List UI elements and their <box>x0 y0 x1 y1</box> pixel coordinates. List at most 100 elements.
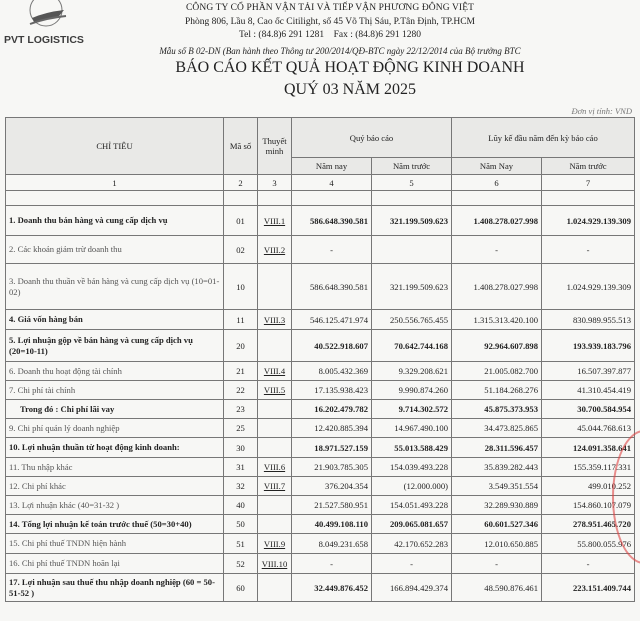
column-number: 5 <box>371 174 452 191</box>
row-label: 4. Giá vốn hàng bán <box>5 309 224 330</box>
row-value: 21.527.580.951 <box>291 495 372 515</box>
row-code: 30 <box>223 437 258 458</box>
table-row: Trong đó : Chi phí lãi vay 23 16.202.479.7… <box>5 399 636 419</box>
row-label: 6. Doanh thu hoạt động tài chính <box>5 361 224 381</box>
row-label: 5. Lợi nhuận gộp về bán hàng và cung cấp… <box>5 329 224 362</box>
row-note: VIII.3 <box>257 309 292 330</box>
row-value: 209.065.081.657 <box>371 514 452 534</box>
row-label: 1. Doanh thu bán hàng và cung cấp dịch v… <box>5 205 224 236</box>
column-number: 3 <box>257 174 292 191</box>
row-value: 41.310.454.419 <box>540 380 636 400</box>
row-value: 28.311.596.457 <box>451 437 542 458</box>
row-code: 50 <box>223 514 258 534</box>
row-code: 20 <box>223 329 258 362</box>
row-note <box>257 418 292 438</box>
row-code: 01 <box>223 205 258 236</box>
row-note <box>257 514 292 534</box>
row-value: 30.700.584.954 <box>540 399 636 419</box>
row-value: 40.522.918.607 <box>291 329 372 362</box>
income-statement-table: CHỈ TIÊU Mã số Thuyết minh Quý báo cáo L… <box>5 117 636 602</box>
row-note <box>257 329 292 362</box>
table-row: 7. Chi phí tài chính 22 VIII.5 17.135.938.4… <box>5 380 636 400</box>
row-code: 23 <box>223 399 258 419</box>
row-code: 02 <box>223 235 258 264</box>
row-value: 9.990.874.260 <box>371 380 452 400</box>
row-value: 14.967.490.100 <box>371 418 452 438</box>
row-value: 9.329.208.621 <box>371 361 452 381</box>
row-value: 21.903.785.305 <box>291 457 372 477</box>
row-note <box>257 399 292 419</box>
row-value: - <box>291 553 372 574</box>
row-value: 42.170.652.283 <box>371 533 452 554</box>
header-quarter: Quý báo cáo <box>291 117 452 158</box>
row-value: 376.204.354 <box>291 476 372 496</box>
header-note: Thuyết minh <box>257 117 292 175</box>
table-row: 9. Chi phí quản lý doanh nghiệp 25 12.420.… <box>5 418 636 438</box>
row-value: - <box>371 553 452 574</box>
row-label: 13. Lợi nhuận khác (40=31-32 ) <box>5 495 224 515</box>
row-value: 45.875.373.953 <box>451 399 542 419</box>
currency-unit: Đơn vị tính: VND <box>571 106 633 116</box>
row-value: 60.601.527.346 <box>451 514 542 534</box>
row-value: 546.125.471.974 <box>291 309 372 330</box>
row-note: VIII.9 <box>257 533 292 554</box>
row-note: VIII.7 <box>257 476 292 496</box>
row-value: 321.199.509.623 <box>371 205 452 236</box>
row-code: 25 <box>223 418 258 438</box>
table-row: 10. Lợi nhuận thuần từ hoạt động kinh do… <box>5 437 636 458</box>
row-label: 2. Các khoản giảm trừ doanh thu <box>5 235 224 264</box>
table-row: 13. Lợi nhuận khác (40=31-32 ) 40 21.527.5… <box>5 495 636 515</box>
row-value: 32.289.930.889 <box>451 495 542 515</box>
row-value: 586.648.390.581 <box>291 263 372 310</box>
row-value: - <box>451 553 542 574</box>
row-label: 10. Lợi nhuận thuần từ hoạt động kinh do… <box>5 437 224 458</box>
row-value: 92.964.607.898 <box>451 329 542 362</box>
row-value: 154.039.493.228 <box>371 457 452 477</box>
row-value: 16.202.479.782 <box>291 399 372 419</box>
company-logo-globe-icon <box>29 0 67 27</box>
company-name: CÔNG TY CỔ PHẦN VẬN TẢI VÀ TIẾP VẬN PHƯƠ… <box>186 3 474 13</box>
table-row: 11. Thu nhập khác 31 VIII.6 21.903.785.305 1… <box>5 457 636 477</box>
column-number: 1 <box>5 174 224 191</box>
row-code: 21 <box>223 361 258 381</box>
row-value: 8.005.432.369 <box>291 361 372 381</box>
row-note: VIII.4 <box>257 361 292 381</box>
row-value: 1.024.929.139.309 <box>540 205 636 236</box>
row-value: 70.642.744.168 <box>371 329 452 362</box>
table-row: 12. Chi phí khác 32 VIII.7 376.204.354 (12.0… <box>5 476 636 496</box>
row-code: 52 <box>223 553 258 574</box>
logo-text: PVT LOGISTICS <box>4 34 84 46</box>
row-value: 45.044.768.613 <box>540 418 636 438</box>
table-row: 15. Chi phí thuế TNDN hiện hành 51 VIII.9 8… <box>5 533 636 554</box>
table-row: 2. Các khoản giảm trừ doanh thu 02 VIII.2-… <box>5 235 636 264</box>
row-note <box>257 263 292 310</box>
row-value: 16.507.397.877 <box>540 361 636 381</box>
column-number: 7 <box>540 174 636 191</box>
row-value: 250.556.765.455 <box>371 309 452 330</box>
row-value: 12.420.885.394 <box>291 418 372 438</box>
table-row: 4. Giá vốn hàng bán 11 VIII.3 546.125.471.9… <box>5 309 636 330</box>
row-label: 15. Chi phí thuế TNDN hiện hành <box>5 533 224 554</box>
row-code: 22 <box>223 380 258 400</box>
row-value: 1.315.313.420.100 <box>451 309 542 330</box>
row-label: 3. Doanh thu thuần về bán hàng và cung c… <box>5 263 224 310</box>
row-label: 12. Chi phí khác <box>5 476 224 496</box>
header-ytd-this-year: Năm Nay <box>451 157 542 175</box>
row-note: VIII.6 <box>257 457 292 477</box>
row-note: VIII.5 <box>257 380 292 400</box>
table-row: 1. Doanh thu bán hàng và cung cấp dịch v… <box>5 205 636 236</box>
row-label: 17. Lợi nhuận sau thuế thu nhập doanh ng… <box>5 573 224 602</box>
row-value: 193.939.183.796 <box>540 329 636 362</box>
row-label: 9. Chi phí quản lý doanh nghiệp <box>5 418 224 438</box>
row-value: 321.199.509.623 <box>371 263 452 310</box>
row-value: 17.135.938.423 <box>291 380 372 400</box>
row-code: 10 <box>223 263 258 310</box>
header-code: Mã số <box>223 117 258 175</box>
table-row: 5. Lợi nhuận gộp về bán hàng và cung cấp… <box>5 329 636 362</box>
company-phone-fax: Tel : (84.8)6 291 1281 Fax : (84.8)6 291… <box>239 30 421 40</box>
row-value: - <box>540 553 636 574</box>
header-quarter-prev-year: Năm trước <box>371 157 452 175</box>
row-value: 35.839.282.443 <box>451 457 542 477</box>
row-value: 12.010.650.885 <box>451 533 542 554</box>
